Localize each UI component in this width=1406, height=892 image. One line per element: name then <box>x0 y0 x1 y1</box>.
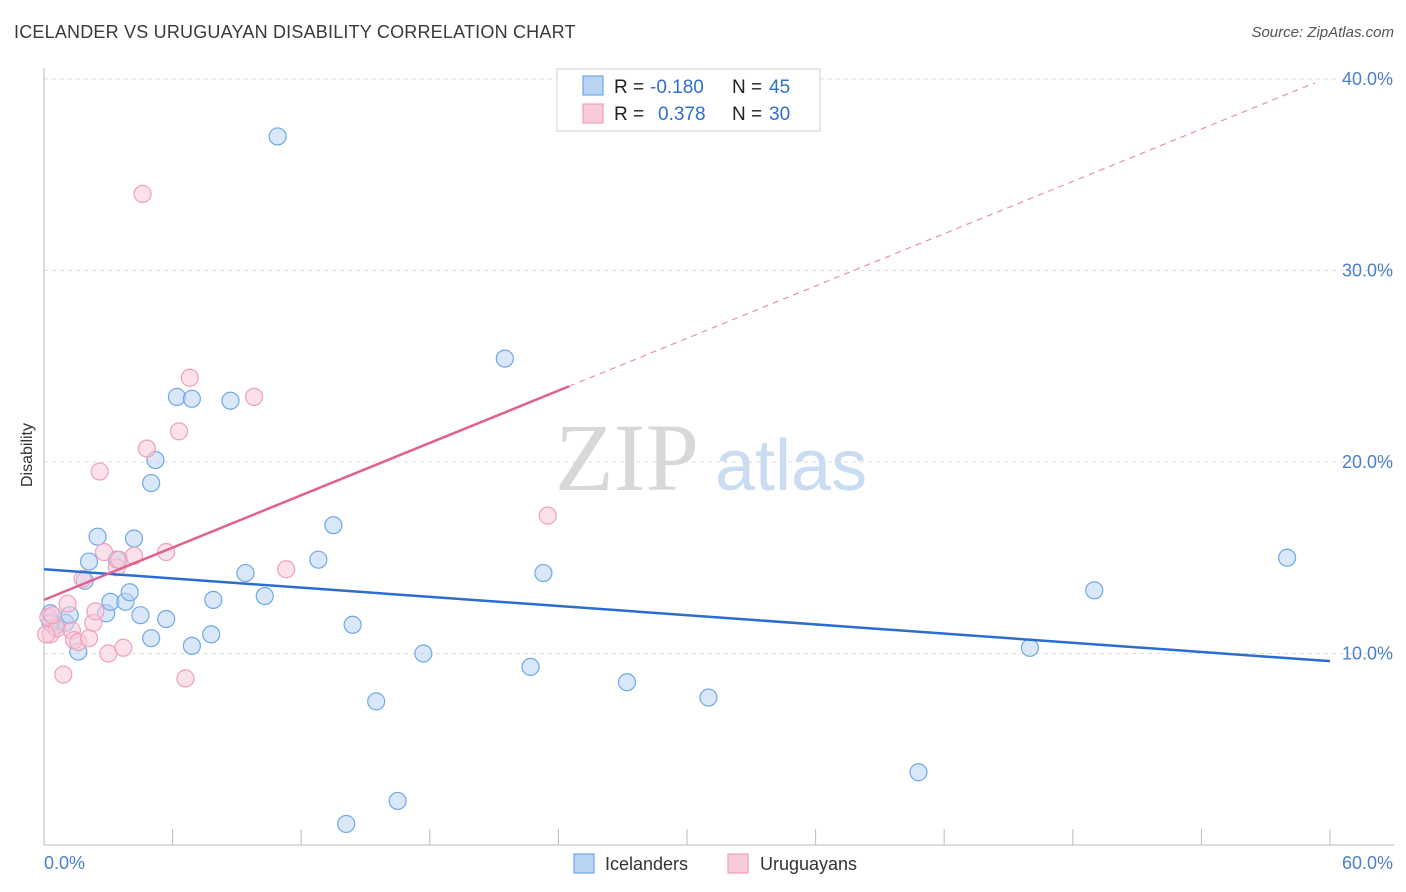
x-tick-label-max: 60.0% <box>1342 853 1393 873</box>
y-tick-label: 10.0% <box>1342 644 1393 664</box>
icelander-point <box>182 389 201 408</box>
legend-swatch-icelanders <box>582 75 604 96</box>
bottom-legend-label-icelanders: Icelanders <box>605 854 688 874</box>
legend-n-label-icelanders: N = <box>732 77 762 98</box>
icelander-point <box>414 644 433 663</box>
uruguayan-trend-extension <box>568 82 1316 387</box>
icelander-point <box>1085 581 1104 600</box>
icelander-point <box>909 763 928 782</box>
bottom-legend: Icelanders Uruguayans <box>573 853 857 874</box>
icelander-point <box>236 563 255 583</box>
legend-swatch-uruguayans <box>582 103 604 124</box>
icelander-point <box>309 550 328 569</box>
icelander-point <box>182 636 201 655</box>
icelander-point <box>204 590 223 609</box>
uruguayan-point <box>90 462 109 481</box>
legend-n-label-uruguayans: N = <box>732 104 762 125</box>
icelander-point <box>699 688 718 707</box>
legend-n-value-icelanders: 45 <box>769 77 790 98</box>
uruguayan-point <box>37 625 56 644</box>
icelander-point <box>343 615 362 634</box>
legend-r-label-uruguayans: R = <box>614 104 644 125</box>
uruguayan-point <box>58 594 77 613</box>
uruguayan-point <box>133 184 152 203</box>
source-label: Source: ZipAtlas.com <box>1251 24 1394 41</box>
icelander-point <box>268 127 287 146</box>
icelander-point <box>1020 638 1040 657</box>
icelander-point <box>142 473 161 493</box>
uruguayan-point <box>94 542 114 562</box>
uruguayan-point <box>244 387 264 406</box>
bottom-legend-swatch-icelanders <box>573 853 595 874</box>
icelander-point <box>157 609 176 629</box>
uruguayan-point <box>538 506 557 525</box>
uruguayan-trend-line <box>43 385 570 602</box>
watermark-atlas: atlas <box>715 426 867 506</box>
legend-box: R = -0.180 N = 45 R = 0.378 N = 30 <box>556 68 821 132</box>
icelander-point <box>88 527 107 546</box>
uruguayan-point <box>169 422 189 441</box>
legend-r-value-icelanders: -0.180 <box>650 77 704 98</box>
icelander-point <box>521 657 540 677</box>
uruguayan-point <box>43 606 62 625</box>
legend-n-value-uruguayans: 30 <box>769 104 790 125</box>
watermark-zip: ZIP <box>555 404 699 511</box>
uruguayan-point <box>176 669 195 688</box>
icelander-point <box>337 814 356 834</box>
uruguayan-point <box>86 602 105 621</box>
y-tick-label: 20.0% <box>1342 452 1393 472</box>
icelander-point <box>79 552 99 571</box>
uruguayan-point <box>54 665 73 684</box>
bottom-legend-label-uruguayans: Uruguayans <box>760 854 857 874</box>
icelander-point <box>131 606 150 625</box>
uruguayan-point <box>137 439 156 458</box>
x-tick-label-min: 0.0% <box>44 853 85 873</box>
axes <box>43 68 1394 846</box>
icelander-point <box>388 791 407 811</box>
watermark: ZIP atlas <box>555 404 867 511</box>
y-tick-label: 30.0% <box>1342 261 1393 281</box>
icelander-trend-line <box>43 567 1331 663</box>
icelander-point <box>367 692 386 711</box>
legend-r-value-uruguayans: 0.378 <box>658 104 706 125</box>
icelander-point <box>142 629 161 648</box>
icelander-point <box>324 516 343 535</box>
uruguayan-point <box>79 629 99 648</box>
icelander-point <box>124 529 144 548</box>
icelander-point <box>495 349 514 368</box>
bottom-legend-swatch-uruguayans <box>727 853 749 874</box>
icelander-point <box>202 625 221 644</box>
uruguayan-point <box>277 560 296 579</box>
chart-title: ICELANDER VS URUGUAYAN DISABILITY CORREL… <box>14 22 576 42</box>
data-points <box>37 127 1297 834</box>
icelander-point <box>221 391 240 410</box>
icelander-point <box>617 673 637 692</box>
uruguayan-point <box>180 368 199 387</box>
x-ticks <box>43 829 1331 845</box>
icelander-point <box>120 583 139 602</box>
icelander-point <box>534 563 553 583</box>
uruguayan-point <box>114 638 133 657</box>
icelander-point <box>1278 548 1297 567</box>
trend-lines <box>43 82 1331 663</box>
legend-r-label-icelanders: R = <box>614 77 644 98</box>
y-tick-label: 40.0% <box>1342 69 1393 89</box>
y-tick-labels: 10.0% 20.0% 30.0% 40.0% <box>1342 69 1393 664</box>
icelander-point <box>167 387 186 406</box>
icelander-point <box>255 586 274 606</box>
